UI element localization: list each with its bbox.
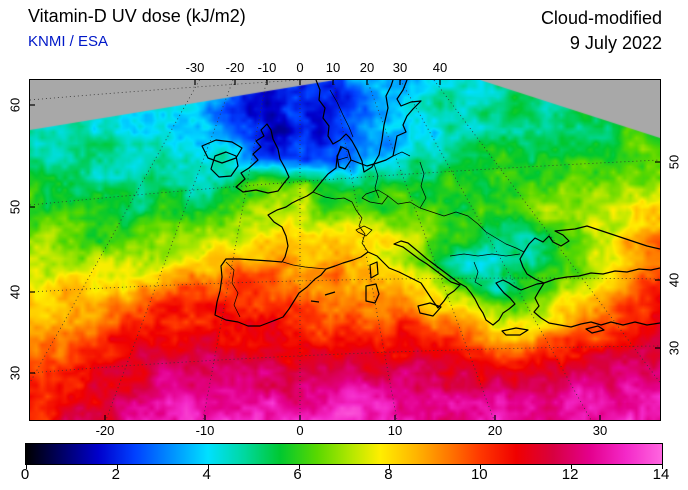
lon-tick-label-top: 10 bbox=[325, 60, 341, 75]
colorbar-tick bbox=[26, 465, 27, 469]
lon-tick-label-top: 20 bbox=[359, 60, 375, 75]
lon-tick-label-top: -10 bbox=[257, 60, 277, 75]
map-panel bbox=[29, 79, 661, 421]
knmi-esa-credit: KNMI / ESA bbox=[28, 33, 109, 50]
lon-tick-label-bottom: 0 bbox=[296, 423, 304, 438]
lat-tick-label-right: 50 bbox=[666, 154, 682, 170]
lon-tick-label-bottom: -20 bbox=[95, 423, 115, 438]
colorbar-tick-label: 14 bbox=[652, 466, 670, 483]
right-axis: 50 40 30 bbox=[665, 80, 683, 420]
lon-tick-label-bottom: -10 bbox=[195, 423, 215, 438]
lon-tick-label-top: -20 bbox=[225, 60, 245, 75]
colorbar-labels: 0 2 4 6 8 10 12 14 bbox=[21, 466, 670, 484]
colorbar-tick-label: 4 bbox=[202, 466, 211, 483]
colorbar-tick-label: 8 bbox=[384, 466, 393, 483]
colorbar-tick bbox=[207, 465, 209, 469]
header-right: Cloud-modified 9 July 2022 bbox=[541, 6, 662, 56]
colorbar-tick-label: 6 bbox=[293, 466, 302, 483]
lon-tick-label-bottom: 30 bbox=[592, 423, 608, 438]
colorbar bbox=[25, 443, 663, 469]
lon-tick-label-top: 0 bbox=[296, 60, 304, 75]
bottom-axis: -20 -10 0 10 20 30 bbox=[30, 423, 660, 439]
date-label: 9 July 2022 bbox=[569, 33, 662, 54]
lat-tick-label-left: 30 bbox=[7, 365, 23, 381]
mode-label: Cloud-modified bbox=[540, 8, 662, 28]
colorbar-tick-label: 12 bbox=[561, 466, 579, 483]
lat-tick-label-left: 50 bbox=[7, 199, 23, 215]
colorbar-tick-label: 2 bbox=[111, 466, 121, 483]
lat-tick-label-right: 30 bbox=[666, 340, 682, 356]
colorbar-tick bbox=[116, 465, 118, 469]
colorbar-tick-label: 10 bbox=[470, 466, 488, 483]
uv-field-canvas bbox=[30, 80, 660, 420]
lat-tick-label-right: 40 bbox=[666, 272, 682, 288]
left-axis: 60 50 40 30 bbox=[6, 80, 24, 420]
top-axis: -30 -20 -10 0 10 20 30 40 bbox=[30, 60, 660, 76]
lon-tick-label-top: 40 bbox=[432, 60, 448, 75]
lat-tick-label-left: 60 bbox=[7, 97, 23, 113]
colorbar-tick bbox=[480, 465, 482, 469]
colorbar-tick bbox=[571, 465, 573, 469]
lon-tick-label-bottom: 20 bbox=[487, 423, 503, 438]
colorbar-gradient bbox=[26, 444, 662, 464]
lon-tick-label-bottom: 10 bbox=[387, 423, 403, 438]
lat-tick-label-left: 40 bbox=[7, 284, 23, 300]
colorbar-tick bbox=[389, 465, 391, 469]
colorbar-tick-label: 0 bbox=[20, 466, 30, 483]
page-title: Vitamin-D UV dose (kJ/m2) bbox=[28, 6, 246, 26]
colorbar-tick bbox=[298, 465, 300, 469]
lon-tick-label-top: -30 bbox=[185, 60, 205, 75]
lon-tick-label-top: 30 bbox=[392, 60, 408, 75]
colorbar-tick bbox=[662, 465, 663, 469]
